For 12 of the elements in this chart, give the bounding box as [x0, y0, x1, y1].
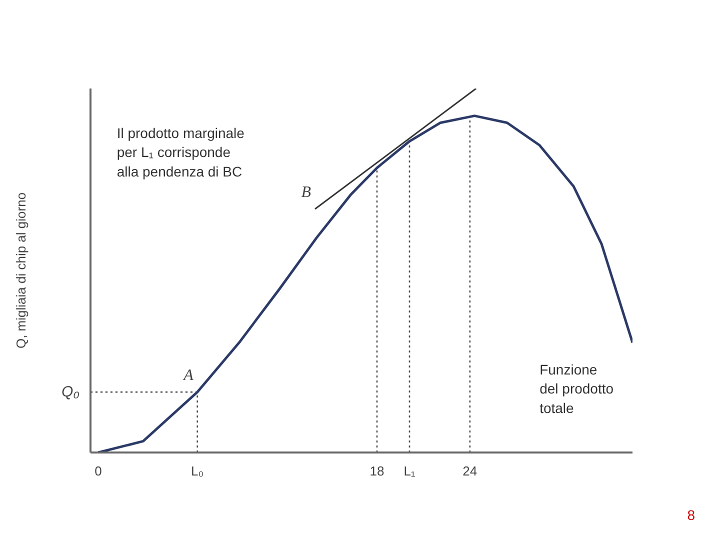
ref-line-label: Q₀: [62, 384, 80, 401]
annotation: Il prodotto marginale per L₁ corrisponde alla pendenza di BC: [116, 124, 245, 180]
x-tick-label: 18: [370, 464, 384, 478]
x-tick-label: L₀: [191, 464, 204, 478]
y-axis-title: Q, migliaia di chip al giorno: [14, 192, 29, 349]
x-tick-label: L₁: [404, 464, 416, 478]
annotation: Funzione del prodotto totale: [540, 362, 614, 416]
x-tick-label: 0: [94, 464, 102, 478]
annotation: B: [301, 184, 312, 201]
text: 8: [687, 506, 695, 525]
x-tick-label: 24: [462, 464, 478, 478]
annotation: A: [182, 367, 194, 384]
